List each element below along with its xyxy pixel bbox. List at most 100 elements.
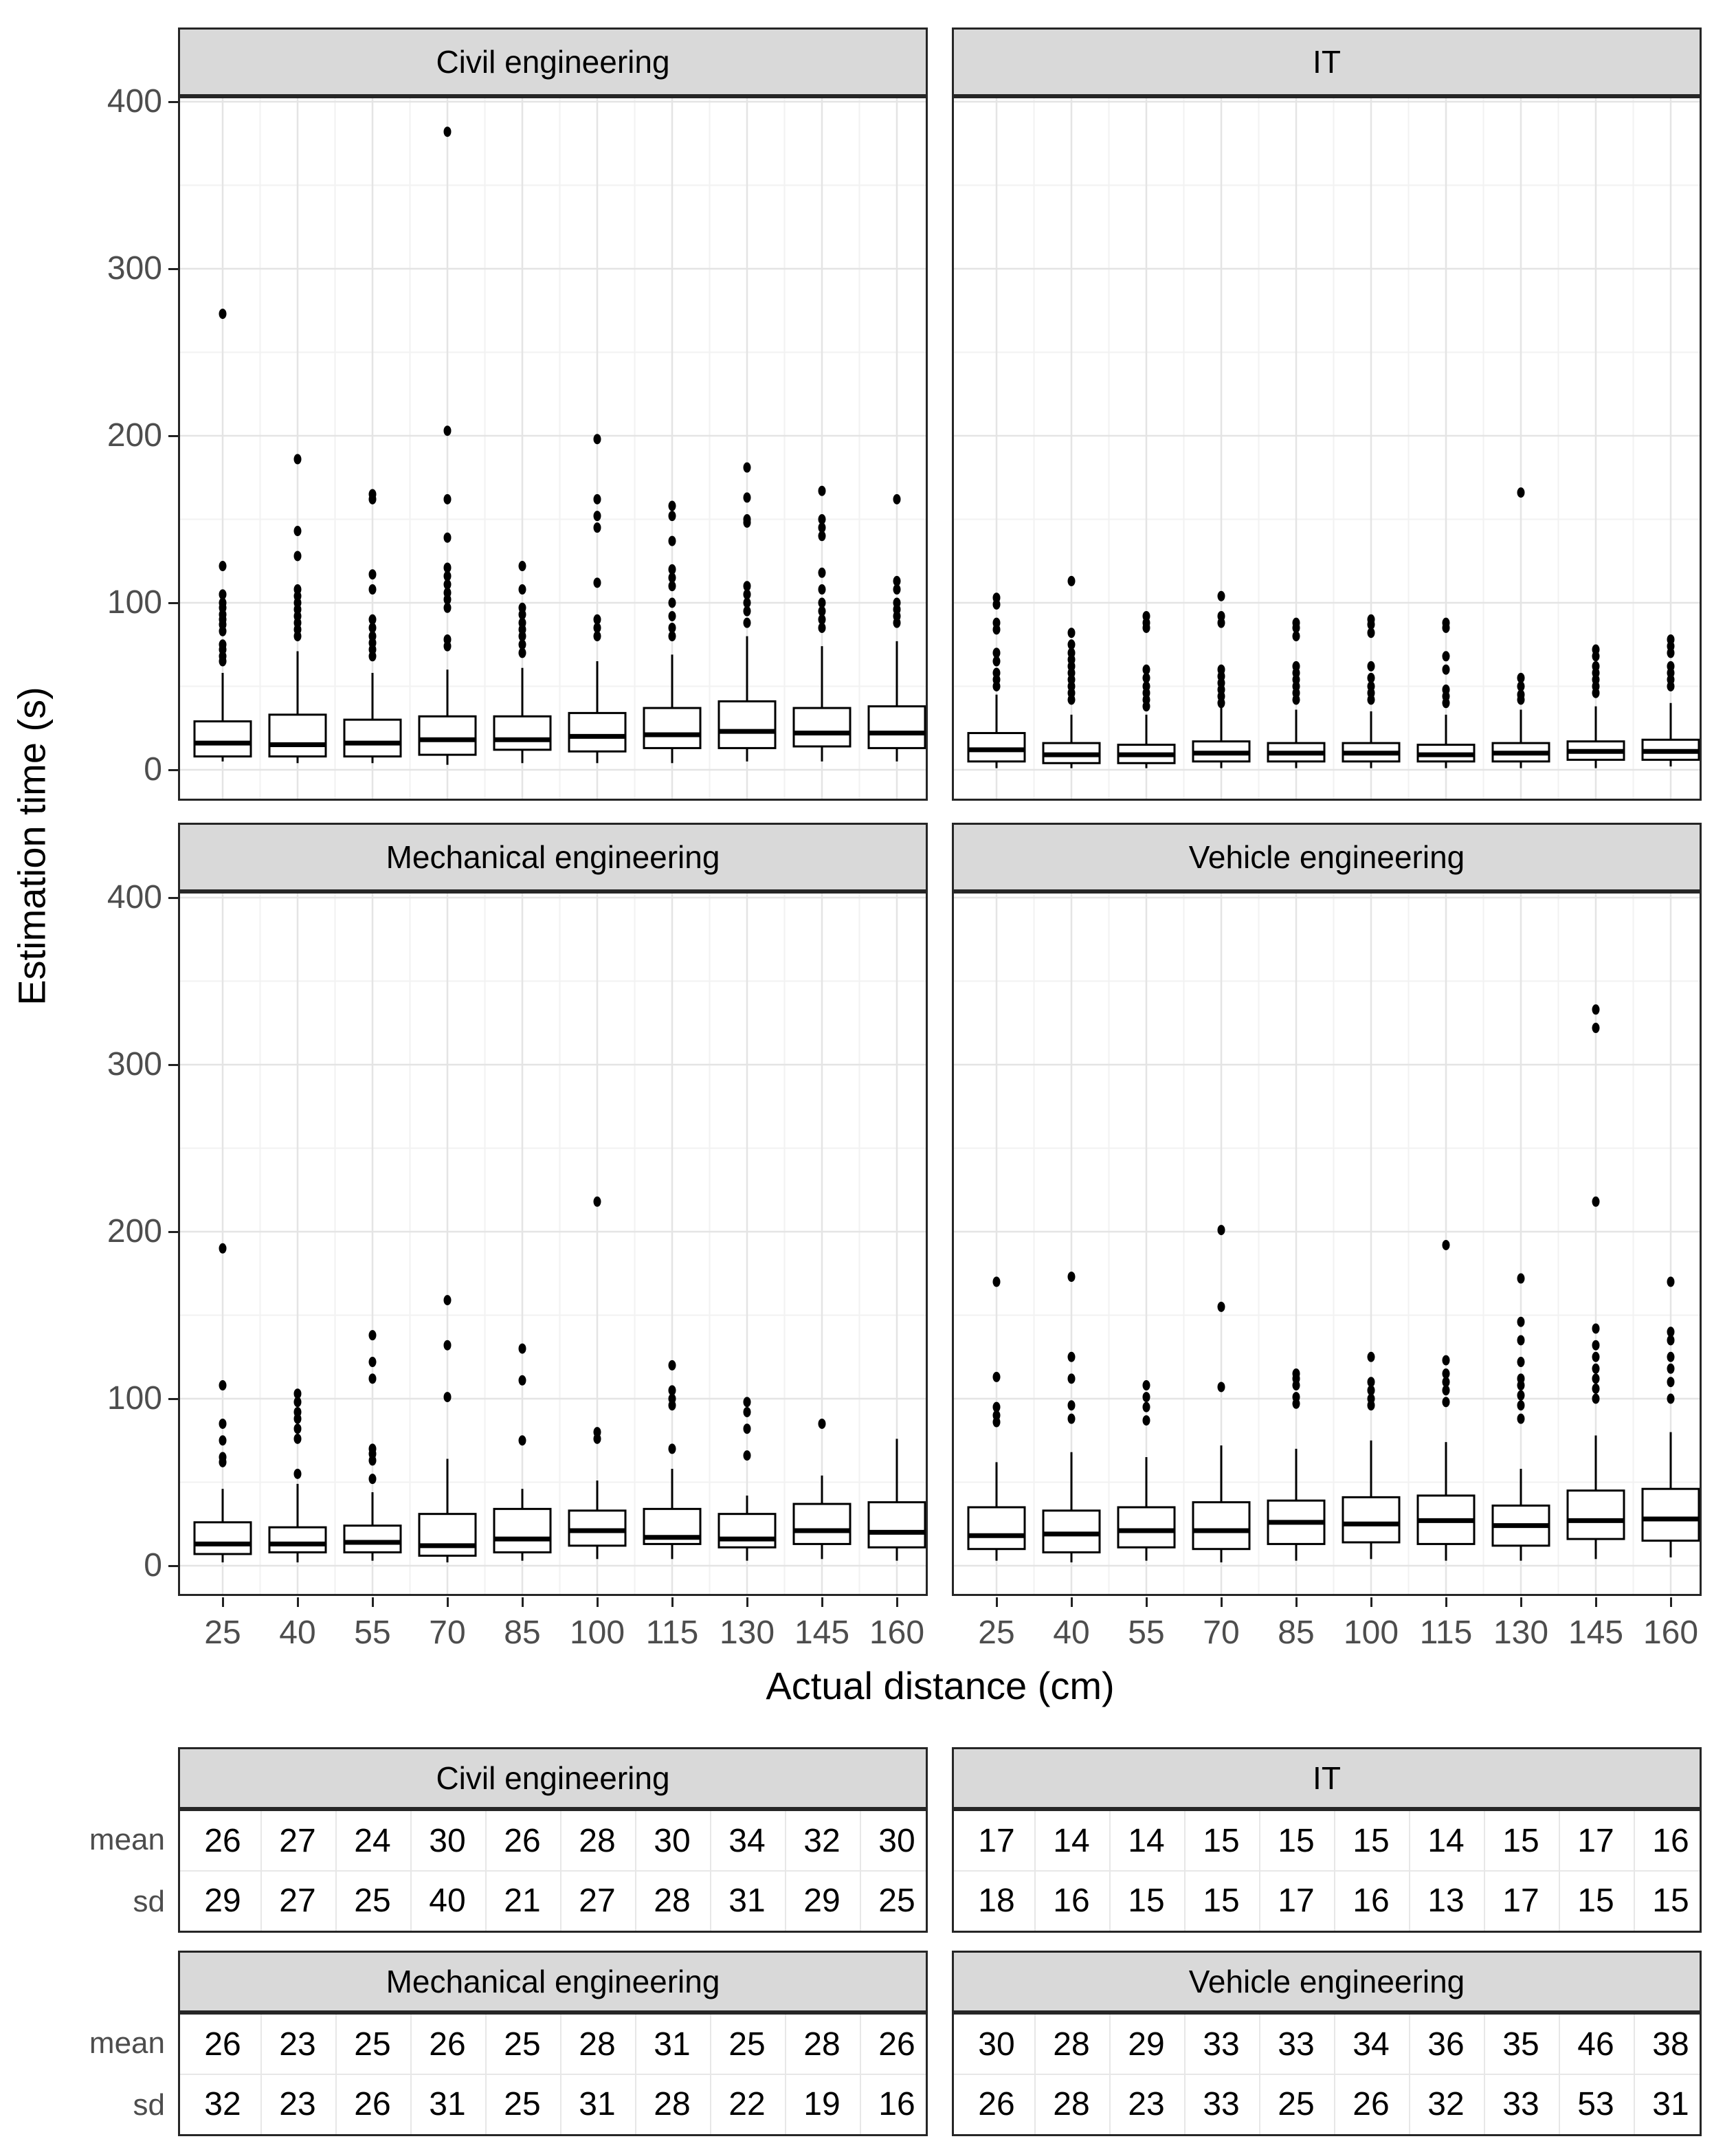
table-cell-mean: 34 (1353, 2026, 1390, 2063)
boxplot (268, 1388, 327, 1563)
outlier-point (668, 1360, 676, 1371)
boxplot (343, 1330, 402, 1561)
table-cell-mean: 15 (1502, 1823, 1539, 1859)
outlier-point (818, 567, 826, 578)
x-tick-label: 85 (1278, 1615, 1315, 1651)
table-cell-sd: 40 (429, 1883, 466, 1919)
outlier-point (818, 584, 826, 595)
table-row-label-mean: mean (89, 2026, 165, 2060)
outlier-point (668, 581, 676, 592)
x-tick-mark (1070, 1597, 1073, 1607)
x-tick-mark (1669, 1597, 1672, 1607)
x-tick-mark (371, 1597, 374, 1607)
outlier-point (1367, 1377, 1375, 1388)
outlier-point (1292, 631, 1300, 642)
outlier-point (893, 617, 901, 628)
summary-table-mechanical-engineering: 26 23 25 26 25 28 31 25 28 26 32 23 26 31 25 31 28 22 19 16 (178, 2012, 928, 2136)
outlier-point (1442, 651, 1450, 662)
outlier-point (219, 625, 227, 636)
summary-table-vehicle-engineering: 30 28 29 33 33 34 36 35 46 38 26 28 23 33 25 26 32 33 53 31 (952, 2012, 1702, 2136)
outlier-point (1067, 639, 1076, 650)
facet-strip-civil-engineering: Civil engineering (178, 27, 928, 96)
boxplot-panel-civil-engineering (178, 96, 928, 801)
outlier-point (818, 522, 826, 533)
boxplot (1117, 610, 1176, 768)
table-cell-sd: 26 (978, 2086, 1015, 2122)
y-tick-label: 400 (107, 83, 162, 120)
outlier-point (593, 511, 601, 522)
boxplot (1566, 1004, 1625, 1560)
outlier-point (1517, 1357, 1525, 1368)
table-cell-mean: 30 (978, 2026, 1015, 2063)
boxplot (493, 1343, 552, 1561)
outlier-point (1517, 694, 1525, 705)
table-cell-sd: 25 (354, 1883, 391, 1919)
table-cell-mean: 24 (354, 1823, 391, 1859)
outlier-point (443, 1340, 452, 1351)
outlier-point (743, 581, 751, 592)
table-cell-mean: 14 (1128, 1823, 1165, 1859)
outlier-point (368, 1357, 377, 1368)
table-cell-mean: 38 (1652, 2026, 1689, 2063)
outlier-point (1517, 681, 1525, 691)
outlier-point (1667, 647, 1675, 658)
outlier-point (293, 1423, 302, 1434)
outlier-point (743, 617, 751, 628)
outlier-point (1667, 1351, 1675, 1362)
y-tick-mark (168, 1397, 178, 1400)
outlier-point (368, 1373, 377, 1384)
outlier-point (368, 569, 377, 580)
table-cell-mean: 30 (429, 1823, 466, 1859)
facet-strip-vehicle-engineering: Vehicle engineering (952, 823, 1702, 891)
outlier-point (1217, 590, 1225, 601)
table-strip-vehicle-engineering: Vehicle engineering (952, 1951, 1702, 2012)
outlier-point (668, 597, 676, 608)
outlier-point (1592, 1373, 1600, 1384)
table-strip-mechanical-engineering: Mechanical engineering (178, 1951, 928, 2012)
outlier-point (443, 1295, 452, 1306)
table-cell-sd: 31 (429, 2086, 466, 2122)
outlier-point (1592, 1196, 1600, 1207)
outlier-point (992, 624, 1001, 635)
table-cell-sd: 27 (279, 1883, 316, 1919)
outlier-point (668, 622, 676, 633)
summary-table-it: 17 14 14 15 15 15 14 15 17 16 18 16 15 15 17 16 13 17 15 15 (952, 1809, 1702, 1933)
y-tick-mark (168, 267, 178, 270)
outlier-point (992, 1276, 1001, 1287)
boxplot (1491, 1273, 1550, 1561)
x-tick-mark (446, 1597, 449, 1607)
outlier-point (1367, 672, 1375, 683)
boxplot (568, 434, 627, 764)
x-tick-label: 100 (1343, 1615, 1399, 1651)
boxplot (717, 1397, 777, 1561)
table-cell-mean: 33 (1203, 2026, 1240, 2063)
outlier-point (1292, 1380, 1300, 1391)
outlier-point (368, 614, 377, 625)
table-cell-sd: 28 (1053, 2086, 1090, 2122)
boxplot (867, 1439, 926, 1561)
boxplot (1566, 644, 1625, 768)
table-strip-label: Mechanical engineering (386, 1964, 720, 1999)
outlier-point (518, 584, 526, 595)
y-tick-label: 300 (107, 1046, 162, 1083)
facet-strip-it: IT (952, 27, 1702, 96)
outlier-point (1442, 664, 1450, 675)
table-cell-sd: 29 (803, 1883, 841, 1919)
boxplot (792, 485, 852, 762)
table-cell-mean: 27 (279, 1823, 316, 1859)
boxplot-panel-vehicle-engineering (952, 891, 1702, 1596)
table-cell-mean: 34 (728, 1823, 766, 1859)
outlier-point (1367, 628, 1375, 639)
outlier-point (1067, 1373, 1076, 1384)
boxplot (268, 454, 327, 764)
boxplot (1641, 634, 1700, 767)
x-tick-mark (1594, 1597, 1597, 1607)
y-tick-mark (168, 434, 178, 437)
outlier-point (593, 622, 601, 633)
boxplot (1117, 1380, 1176, 1561)
x-tick-mark (1220, 1597, 1223, 1607)
outlier-point (668, 1400, 676, 1411)
table-cell-mean: 30 (654, 1823, 691, 1859)
table-cell-sd: 15 (1128, 1883, 1165, 1919)
outlier-point (219, 1435, 227, 1446)
